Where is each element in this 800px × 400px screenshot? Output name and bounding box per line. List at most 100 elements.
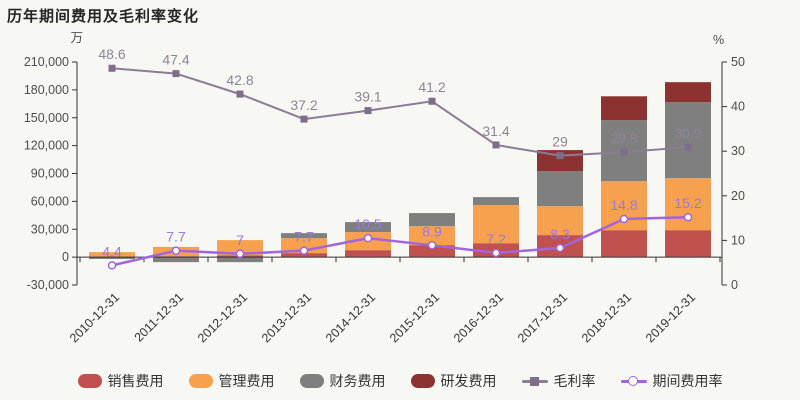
bar-segment-finance-expense xyxy=(217,257,263,263)
left-axis-tick-label: 30,000 xyxy=(31,222,69,236)
gross-margin-marker xyxy=(428,97,436,105)
expense-ratio-marker xyxy=(363,233,373,243)
expense-ratio-swatch xyxy=(620,374,647,388)
bar-segment-finance-expense xyxy=(345,222,391,233)
gross-margin-marker xyxy=(300,115,308,123)
gross-margin-value-label: 30.9 xyxy=(674,125,701,141)
gross-margin-value-label: 42.8 xyxy=(226,72,253,88)
legend-label: 研发费用 xyxy=(440,373,497,389)
left-axis-tick-label: 180,000 xyxy=(24,83,69,97)
right-axis-tick-label: 0 xyxy=(731,278,738,292)
bar-segment-sales-expense xyxy=(601,230,647,258)
gross-margin-value-label: 37.2 xyxy=(290,97,317,113)
x-axis-category-label: 2019-12-31 xyxy=(643,290,698,345)
expense-ratio-value-label: 8.3 xyxy=(550,226,570,242)
bar-segment-finance-expense xyxy=(281,233,327,239)
bar-segment-sales-expense xyxy=(281,253,327,258)
x-axis-category-label: 2010-12-31 xyxy=(67,290,122,345)
legend-item-expense-ratio[interactable]: 期间费用率 xyxy=(620,371,723,391)
gross-margin-value-label: 47.4 xyxy=(162,52,189,68)
expense-ratio-value-label: 8.9 xyxy=(422,223,442,239)
expense-ratio-value-label: 15.2 xyxy=(674,195,701,211)
bar-segment-sales-expense xyxy=(665,230,711,258)
legend-label: 销售费用 xyxy=(107,373,164,389)
finance-expense-swatch xyxy=(299,374,324,388)
bar-segment-finance-expense xyxy=(153,257,199,263)
expense-ratio-marker xyxy=(555,243,565,253)
chart-title: 历年期间费用及毛利率变化 xyxy=(7,8,200,25)
legend-label: 财务费用 xyxy=(329,373,386,389)
gross-margin-marker xyxy=(172,70,180,78)
left-axis-tick-label: 60,000 xyxy=(31,194,69,208)
gross-margin-marker xyxy=(364,107,372,115)
left-axis-tick-label: 210,000 xyxy=(24,55,69,69)
legend-label: 管理费用 xyxy=(218,373,275,389)
gross-margin-marker xyxy=(556,152,564,160)
legend-item-sales-expense[interactable]: 销售费用 xyxy=(77,371,164,391)
left-axis-tick-label: 120,000 xyxy=(24,139,69,153)
expense-ratio-marker xyxy=(171,246,181,255)
expense-ratio-line xyxy=(111,215,689,267)
expense-ratio-marker xyxy=(107,261,117,270)
x-axis-category-label: 2013-12-31 xyxy=(259,290,314,345)
left-axis-tick-label: 150,000 xyxy=(24,111,69,125)
expense-ratio-value-label: 7 xyxy=(236,232,244,248)
expense-ratio-value-label: 10.5 xyxy=(354,216,381,232)
gross-margin-marker xyxy=(684,143,692,151)
legend: 销售费用 管理费用 财务费用 研发费用 毛利率 期间费用率 xyxy=(0,369,800,393)
gross-margin-value-label: 29.8 xyxy=(610,130,637,146)
expense-ratio-marker xyxy=(683,212,693,222)
left-axis-tick-label: -30,000 xyxy=(27,278,69,292)
expense-ratio-value-label: 14.8 xyxy=(610,197,637,213)
expense-ratio-marker xyxy=(299,246,309,255)
left-axis-tick-label: 90,000 xyxy=(31,167,69,181)
bar-segment-finance-expense xyxy=(537,171,583,207)
expense-ratio-value-label: 7.2 xyxy=(486,231,506,247)
x-axis-category-label: 2014-12-31 xyxy=(323,290,378,345)
left-axis-tick-label: 0 xyxy=(62,250,69,264)
expense-ratio-marker xyxy=(427,241,437,250)
gross-margin-value-label: 31.4 xyxy=(482,123,509,139)
right-axis-tick-label: 20 xyxy=(731,189,745,203)
legend-item-admin-expense[interactable]: 管理费用 xyxy=(188,371,275,391)
bar-segment-admin-expense xyxy=(89,252,135,257)
gross-margin-marker xyxy=(620,148,628,156)
legend-label: 期间费用率 xyxy=(652,373,723,389)
sales-expense-swatch xyxy=(77,374,102,388)
bar-segment-finance-expense xyxy=(473,197,519,206)
bar-segment-admin-expense xyxy=(409,226,455,246)
x-axis-category-label: 2011-12-31 xyxy=(132,290,186,344)
bar-segment-admin-expense xyxy=(217,240,263,256)
expense-ratio-marker xyxy=(491,248,501,258)
gross-margin-marker xyxy=(492,141,500,149)
expense-ratio-value-label: 4.4 xyxy=(102,243,122,259)
legend-label: 毛利率 xyxy=(553,373,596,389)
bar-segment-rd-expense xyxy=(665,82,711,103)
expense-ratio-marker xyxy=(619,214,629,224)
expense-ratio-marker xyxy=(235,249,245,259)
bar-segment-sales-expense xyxy=(409,245,455,258)
gross-margin-value-label: 39.1 xyxy=(354,89,381,105)
right-axis-unit-label: % xyxy=(713,33,724,47)
legend-item-gross-margin[interactable]: 毛利率 xyxy=(521,371,596,391)
gross-margin-value-label: 48.6 xyxy=(98,46,125,62)
x-axis-category-label: 2012-12-31 xyxy=(195,290,250,345)
right-axis-tick-label: 10 xyxy=(731,233,745,247)
bar-segment-admin-expense xyxy=(473,205,519,244)
left-axis-unit-label: 万 xyxy=(70,31,83,45)
expense-ratio-value-label: 7.7 xyxy=(166,229,186,245)
rd-expense-swatch xyxy=(410,374,435,388)
bar-segment-admin-expense xyxy=(665,178,711,231)
gross-margin-swatch xyxy=(521,374,548,388)
legend-item-rd-expense[interactable]: 研发费用 xyxy=(410,371,497,391)
right-axis-tick-label: 30 xyxy=(731,144,745,158)
x-axis-category-label: 2015-12-31 xyxy=(387,290,442,345)
gross-margin-value-label: 29 xyxy=(552,134,568,150)
bar-segment-rd-expense xyxy=(601,96,647,121)
gross-margin-marker xyxy=(108,64,116,72)
bar-segment-admin-expense xyxy=(537,206,583,236)
bar-segment-sales-expense xyxy=(345,250,391,258)
legend-item-finance-expense[interactable]: 财务费用 xyxy=(299,371,386,391)
x-axis-category-label: 2018-12-31 xyxy=(579,290,634,345)
